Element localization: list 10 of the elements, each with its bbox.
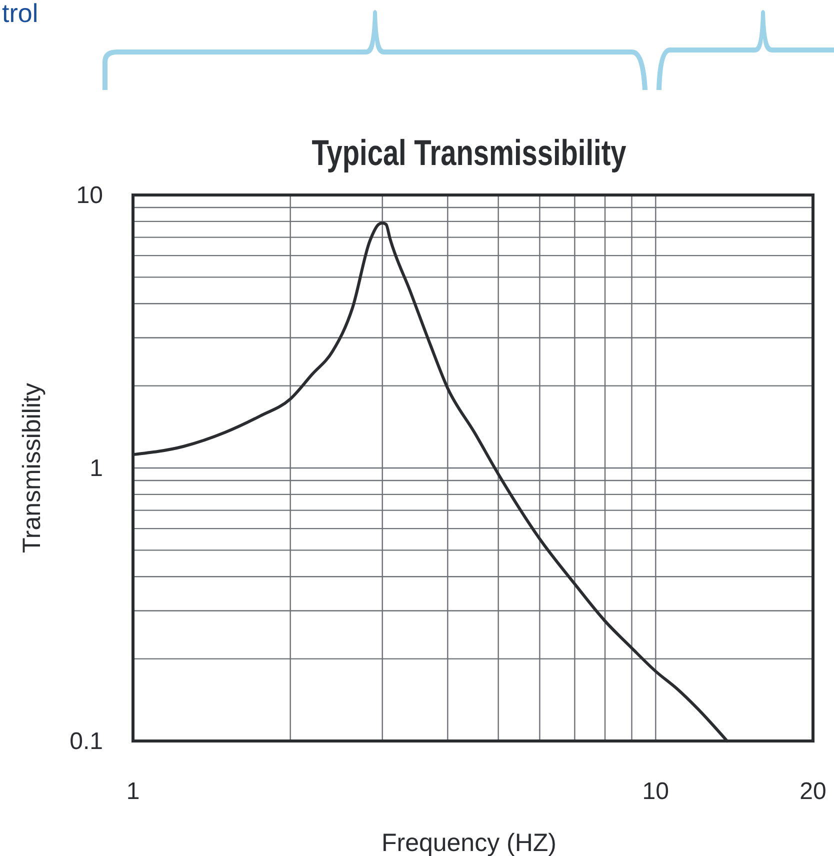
chart-title: Typical Transmissibility [312, 132, 626, 173]
y-axis-title: Transmissibility [18, 382, 46, 553]
text: trol [2, 0, 38, 28]
y-tick-label: 0.1 [70, 728, 103, 755]
y-tick-label: 1 [90, 455, 103, 482]
x-tick-label: 1 [126, 778, 140, 805]
y-tick-label: 10 [76, 182, 103, 209]
x-tick-label: 20 [800, 778, 826, 805]
x-axis-title: Frequency (HZ) [381, 829, 557, 856]
x-tick-label: 10 [642, 778, 670, 805]
